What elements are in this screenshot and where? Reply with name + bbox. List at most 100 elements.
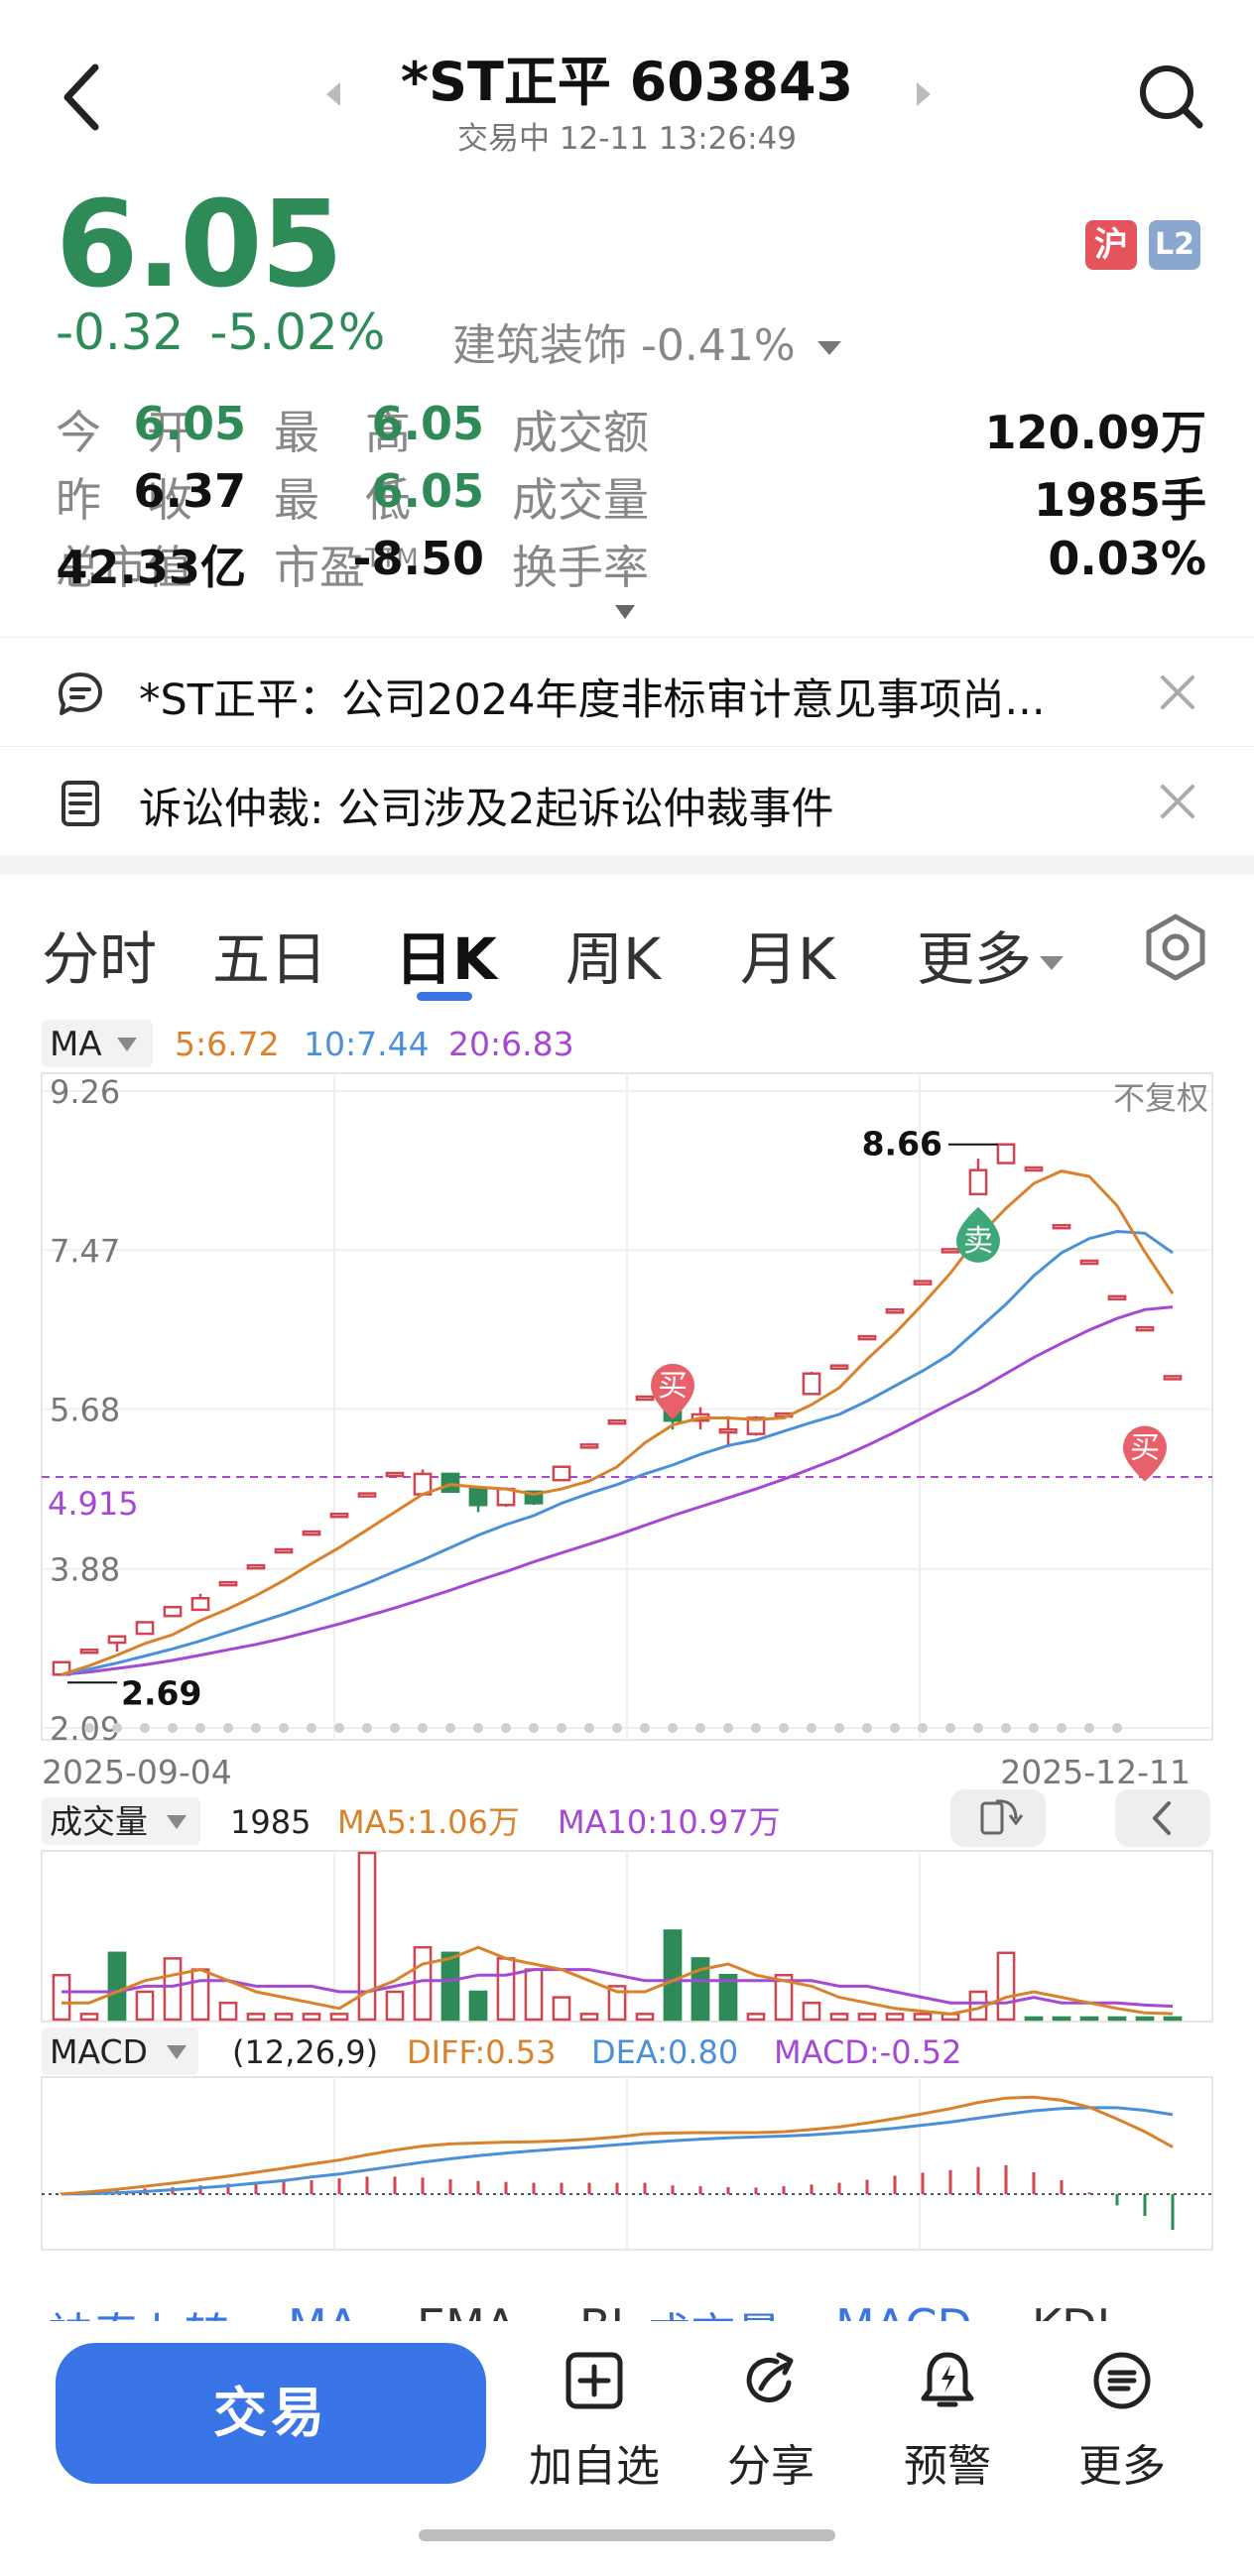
stat-value: 6.05 <box>133 397 247 450</box>
stat-value: 120.09万 <box>984 406 1206 459</box>
candle-body <box>829 1364 849 1370</box>
candle-body <box>1079 1259 1099 1266</box>
candle-body <box>246 1563 266 1570</box>
level2-badge[interactable]: L2 <box>1149 220 1200 270</box>
home-indicator <box>419 2529 835 2541</box>
nine-turn-dot <box>1084 1723 1094 1733</box>
sector-link[interactable]: 建筑装饰 -0.41% <box>452 309 841 373</box>
expand-stats-icon[interactable] <box>613 603 637 621</box>
close-icon[interactable] <box>1159 783 1196 820</box>
candle-body <box>1024 1165 1044 1172</box>
search-icon[interactable] <box>1136 61 1205 131</box>
nine-turn-dot <box>112 1723 122 1733</box>
volume-selector[interactable] <box>42 1797 200 1845</box>
settings-icon[interactable] <box>1141 913 1210 982</box>
replay-button[interactable] <box>950 1789 1046 1847</box>
kline-chart[interactable]: MA 5:6.72 10:7.44 20:6.83 不复权 9.26 7.47 5.… <box>0 1012 1254 2311</box>
candle-body <box>1052 1223 1071 1230</box>
candle-body <box>1163 1375 1183 1381</box>
candle-body <box>857 1334 877 1341</box>
x-end-label: 2025-12-11 <box>1000 1753 1191 1791</box>
macd-legend-label: MACD <box>50 2032 148 2071</box>
candle-body <box>802 1372 821 1396</box>
macd-dea-line <box>61 2106 1174 2196</box>
tab-more-label: 更多 <box>917 925 1033 993</box>
candle-body <box>79 1648 99 1655</box>
volume-bar <box>913 2013 933 2022</box>
news-item[interactable]: *ST正平：公司2024年度非标审计意见事项尚... <box>0 637 1254 746</box>
share-button[interactable]: 分享 <box>696 2343 845 2502</box>
collapse-button[interactable] <box>1115 1789 1210 1847</box>
tab-five-day[interactable]: 五日 <box>212 925 328 993</box>
volume-bars <box>52 1851 1183 2022</box>
dropdown-arrow-icon <box>167 1815 187 1829</box>
reference-line-label: 4.915 <box>48 1485 139 1523</box>
nine-turn-dot <box>1001 1723 1011 1733</box>
tab-daily-k[interactable]: 日K <box>395 925 497 993</box>
macd-histogram <box>60 2164 1175 2231</box>
tab-weekly-k[interactable]: 周K <box>565 925 662 993</box>
tab-intraday[interactable]: 分时 <box>42 925 158 993</box>
stat-value: 6.05 <box>371 397 485 450</box>
stat-label: 今 开 <box>56 406 192 459</box>
next-stock-icon[interactable] <box>911 79 935 109</box>
adjust-label[interactable]: 不复权 <box>1113 1079 1208 1117</box>
dropdown-arrow-icon <box>816 341 841 355</box>
nine-turn-dot <box>723 1723 733 1733</box>
candle-body <box>746 1416 766 1435</box>
tab-monthly-k[interactable]: 月K <box>740 925 836 993</box>
news-item[interactable]: 诉讼仲裁: 公司涉及2起诉讼仲裁事件 <box>0 746 1254 855</box>
candle-body <box>524 1490 544 1505</box>
volume-ma10-legend: MA10:10.97万 <box>558 1803 781 1841</box>
candle-body <box>329 1512 349 1519</box>
tab-more[interactable]: 更多 <box>917 913 1065 996</box>
volume-bar <box>163 1957 183 2022</box>
stat-label: 成交量 <box>512 473 649 527</box>
price-change: -0.32 <box>56 304 185 361</box>
section-divider <box>0 855 1254 875</box>
volume-ma5-legend: MA5:1.06万 <box>337 1803 520 1841</box>
news-text: *ST正平：公司2024年度非标审计意见事项尚... <box>139 675 1046 725</box>
dropdown-arrow-icon <box>167 2045 187 2059</box>
signal-label: 买 <box>658 1369 688 1404</box>
volume-bar <box>274 2013 294 2022</box>
volume-bar <box>357 1851 377 2022</box>
volume-bar <box>718 1973 738 2022</box>
active-tab-indicator <box>417 992 472 1001</box>
alert-icon <box>921 2352 974 2407</box>
add-watchlist-button[interactable]: 加自选 <box>520 2343 669 2502</box>
macd-selector[interactable] <box>42 2027 198 2075</box>
volume-bar <box>107 1951 127 2022</box>
nine-turn-dot <box>84 1723 94 1733</box>
volume-bar <box>302 2013 321 2022</box>
nine-turn-dot <box>223 1723 233 1733</box>
ma20-legend: 20:6.83 <box>448 1025 574 1063</box>
ma-selector[interactable] <box>42 1020 153 1067</box>
high-annotation: 8.66 <box>862 1125 942 1164</box>
stat-value: 6.37 <box>133 464 247 518</box>
document-icon <box>62 781 99 826</box>
trade-button[interactable]: 交易 <box>56 2343 486 2484</box>
macd-value-legend: MACD:-0.52 <box>774 2033 962 2071</box>
previous-stock-icon[interactable] <box>322 79 346 109</box>
close-icon[interactable] <box>1159 674 1196 711</box>
nine-turn-dot <box>418 1723 428 1733</box>
header: *ST正平 603843 交易中 12-11 13:26:49 <box>0 0 1254 179</box>
nine-turn-dot <box>445 1723 455 1733</box>
volume-bar <box>885 2013 905 2022</box>
more-button[interactable]: 更多 <box>1048 2343 1196 2502</box>
ma5-legend: 5:6.72 <box>175 1025 280 1063</box>
stat-label: 最 低 <box>274 473 411 527</box>
back-chevron-icon[interactable] <box>58 61 105 133</box>
stat-label: 市盈TTM <box>274 532 419 597</box>
stats-row: 今 开 6.05 最 高 6.05 成交额 120.09万 <box>56 397 1206 464</box>
candle-body <box>1107 1294 1127 1301</box>
exchange-badge: 沪 <box>1085 220 1137 270</box>
nine-turn-dot <box>1057 1723 1066 1733</box>
alert-button[interactable]: 预警 <box>873 2343 1022 2502</box>
volume-bar <box>1079 2016 1099 2022</box>
stat-value: -8.50 <box>352 532 484 585</box>
volume-bar <box>1163 2016 1183 2022</box>
ma10-legend: 10:7.44 <box>304 1025 430 1063</box>
volume-bar <box>135 1990 155 2022</box>
